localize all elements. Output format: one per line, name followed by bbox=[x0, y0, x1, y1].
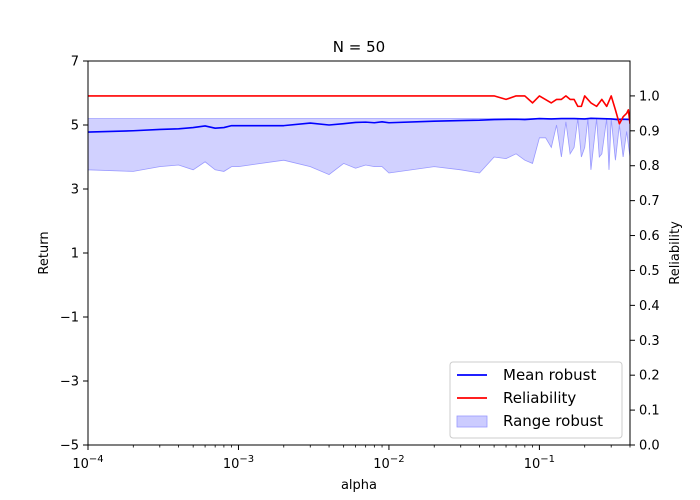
y-right-tick-label: 0.4 bbox=[639, 299, 660, 314]
y-left-tick-label: 3 bbox=[71, 183, 79, 198]
x-tick-label: 10−3 bbox=[223, 454, 254, 472]
legend-range-robust-label: Range robust bbox=[503, 412, 603, 430]
y-left-tick-label: −1 bbox=[60, 311, 79, 326]
y-right-tick-label: 1.0 bbox=[639, 89, 660, 104]
reliability-line bbox=[88, 95, 630, 125]
y-right-tick-label: 0.8 bbox=[639, 159, 660, 174]
y-axis-left-label: Return bbox=[37, 231, 52, 274]
mean-robust-line bbox=[88, 117, 630, 133]
y-left-tick-label: 5 bbox=[71, 119, 79, 134]
y-right-tick-label: 0.1 bbox=[639, 404, 660, 419]
legend-reliability-label: Reliability bbox=[503, 389, 576, 407]
x-tick-label: 10−2 bbox=[373, 454, 404, 472]
plot-area bbox=[88, 95, 630, 176]
legend: Mean robust Reliability Range robust bbox=[449, 361, 623, 439]
y-left-tick-label: 7 bbox=[71, 55, 79, 70]
y-right-tick-label: 0.0 bbox=[639, 439, 660, 454]
axes: 10−4 10−3 10−2 10−1 7 5 3 1 −1 −3 −5 1.0 0.9 0.8 0.7 0.… bbox=[60, 55, 660, 473]
legend-range-robust-swatch bbox=[456, 415, 488, 428]
y-right-tick-label: 0.7 bbox=[639, 194, 660, 209]
y-left-tick-label: −3 bbox=[60, 375, 79, 390]
x-tick-label: 10−4 bbox=[72, 454, 103, 472]
range-robust-band bbox=[88, 118, 630, 176]
y-right-tick-label: 0.6 bbox=[639, 229, 660, 244]
chart-title: N = 50 bbox=[333, 38, 385, 56]
x-axis-label: alpha bbox=[341, 478, 377, 493]
y-right-tick-label: 0.9 bbox=[639, 124, 660, 139]
legend-box bbox=[449, 361, 623, 439]
y-right-tick-label: 0.2 bbox=[639, 369, 660, 384]
y-axis-right-label: Reliability bbox=[668, 221, 683, 285]
x-tick-label: 10−1 bbox=[524, 454, 555, 472]
y-left-tick-label: 1 bbox=[71, 247, 79, 262]
y-right-tick-label: 0.3 bbox=[639, 334, 660, 349]
legend-mean-robust-label: Mean robust bbox=[503, 366, 596, 384]
y-left-tick-label: −5 bbox=[60, 439, 79, 454]
y-right-tick-label: 0.5 bbox=[639, 264, 660, 279]
